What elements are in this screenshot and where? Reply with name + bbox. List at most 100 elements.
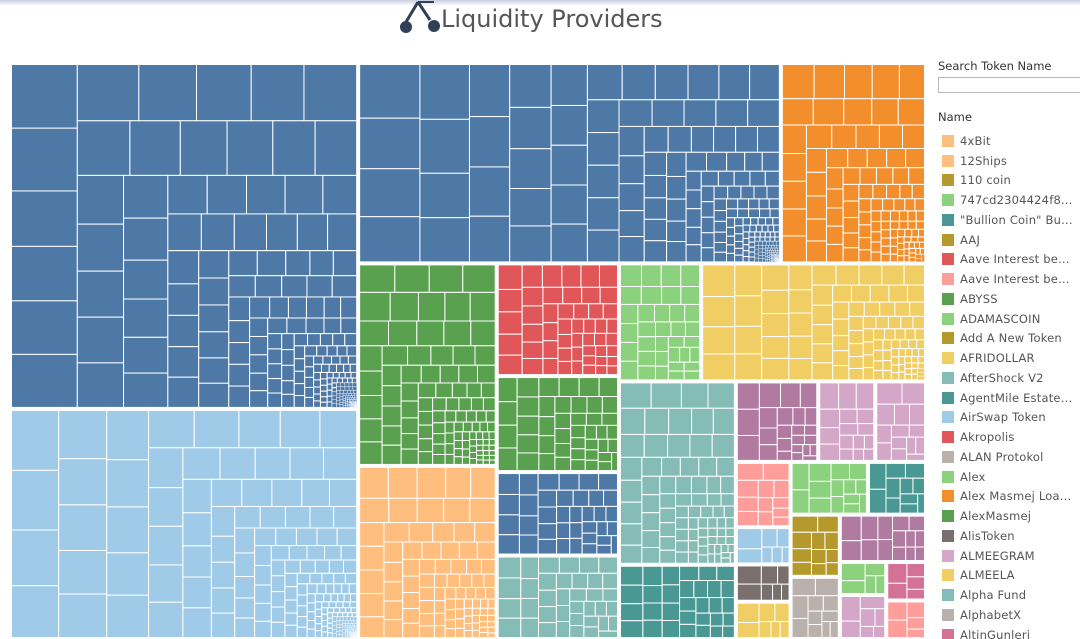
treemap-cell[interactable] [875, 167, 894, 185]
legend-item[interactable]: AltinGunleri [942, 625, 1080, 639]
treemap-cell[interactable] [736, 496, 759, 512]
treemap-cell[interactable] [416, 320, 445, 347]
treemap-cell[interactable] [918, 228, 925, 238]
treemap-cell[interactable] [771, 546, 783, 564]
treemap-cell[interactable] [301, 478, 330, 507]
treemap-svg[interactable] [10, 63, 926, 639]
treemap-cell[interactable] [343, 390, 348, 394]
treemap-cell[interactable] [772, 217, 780, 226]
treemap-cell[interactable] [884, 328, 896, 341]
legend-item[interactable]: ALAN Protokol [942, 447, 1080, 467]
treemap-cell[interactable] [469, 458, 478, 465]
treemap-cell[interactable] [293, 395, 306, 408]
treemap-cell[interactable] [418, 613, 435, 627]
treemap-cell[interactable] [336, 627, 340, 632]
treemap-cell[interactable] [713, 125, 737, 153]
treemap-cell[interactable] [675, 517, 689, 530]
treemap-cell[interactable] [890, 356, 900, 366]
treemap-cell[interactable] [661, 456, 681, 477]
treemap-cell[interactable] [342, 623, 346, 627]
treemap-group[interactable] [791, 515, 839, 576]
treemap-cell[interactable] [805, 171, 827, 197]
treemap-cell[interactable] [643, 174, 668, 199]
treemap-cell[interactable] [518, 515, 539, 536]
treemap-cell[interactable] [707, 382, 735, 409]
treemap-cell[interactable] [586, 99, 620, 134]
treemap-cell[interactable] [888, 284, 908, 303]
treemap-cell[interactable] [764, 236, 771, 242]
treemap-cell[interactable] [167, 346, 200, 378]
treemap-cell[interactable] [339, 634, 343, 638]
treemap-cell[interactable] [571, 318, 585, 334]
treemap-cell[interactable] [488, 450, 496, 456]
treemap-cell[interactable] [869, 284, 890, 303]
treemap-cell[interactable] [917, 372, 925, 377]
treemap-cell[interactable] [619, 382, 652, 409]
treemap-cell[interactable] [618, 210, 645, 238]
treemap-cell[interactable] [394, 264, 430, 293]
treemap-cell[interactable] [538, 435, 556, 455]
treemap-cell[interactable] [835, 264, 860, 286]
treemap-cell[interactable] [348, 629, 351, 632]
treemap-cell[interactable] [588, 489, 605, 507]
treemap-cell[interactable] [712, 505, 725, 519]
treemap-cell[interactable] [454, 618, 465, 629]
treemap-cell[interactable] [641, 530, 661, 549]
treemap-cell[interactable] [700, 232, 715, 249]
treemap-cell[interactable] [296, 605, 308, 618]
treemap-cell[interactable] [716, 565, 735, 582]
treemap-cell[interactable] [521, 264, 543, 288]
treemap-cell[interactable] [718, 64, 751, 101]
treemap-cell[interactable] [342, 629, 346, 633]
treemap-cell[interactable] [587, 572, 604, 590]
treemap-cell[interactable] [349, 363, 358, 373]
treemap-cell[interactable] [342, 395, 346, 399]
treemap-cell[interactable] [345, 607, 352, 614]
treemap-cell[interactable] [349, 627, 352, 630]
treemap-cell[interactable] [454, 598, 465, 610]
treemap-cell[interactable] [538, 377, 560, 398]
treemap-cell[interactable] [848, 462, 867, 481]
treemap-cell[interactable] [286, 317, 307, 335]
treemap-cell[interactable] [359, 418, 383, 443]
treemap-cell[interactable] [871, 98, 899, 126]
treemap-cell[interactable] [791, 444, 804, 454]
treemap-cell[interactable] [898, 220, 909, 230]
treemap-cell[interactable] [340, 545, 358, 561]
treemap-cell[interactable] [480, 382, 496, 399]
treemap-cell[interactable] [858, 249, 872, 263]
treemap-cell[interactable] [76, 223, 125, 272]
treemap-cell[interactable] [339, 620, 343, 625]
treemap-cell[interactable] [736, 479, 759, 498]
treemap-cell[interactable] [870, 198, 884, 212]
treemap-cell[interactable] [335, 601, 344, 609]
treemap-cell[interactable] [887, 315, 902, 330]
treemap-cell[interactable] [234, 617, 256, 638]
treemap-cell[interactable] [349, 625, 352, 629]
treemap-cell[interactable] [684, 303, 701, 323]
treemap-cell[interactable] [761, 357, 790, 381]
treemap-cell[interactable] [359, 394, 383, 420]
treemap-cell[interactable] [753, 185, 768, 200]
treemap-cell[interactable] [619, 407, 646, 435]
treemap-cell[interactable] [754, 257, 760, 263]
treemap-cell[interactable] [342, 377, 349, 384]
treemap-cell[interactable] [324, 545, 342, 561]
treemap-cell[interactable] [281, 349, 295, 366]
treemap-cell[interactable] [444, 432, 455, 445]
treemap-cell[interactable] [345, 405, 348, 408]
treemap-cell[interactable] [331, 391, 337, 397]
treemap-cell[interactable] [619, 360, 639, 381]
treemap-cell[interactable] [582, 364, 597, 376]
treemap-cell[interactable] [839, 408, 858, 425]
treemap-cell[interactable] [463, 615, 473, 624]
treemap-cell[interactable] [562, 286, 583, 305]
treemap-cell[interactable] [754, 241, 760, 246]
treemap-cell[interactable] [758, 248, 763, 253]
treemap-cell[interactable] [418, 586, 435, 602]
treemap-cell[interactable] [293, 370, 306, 385]
treemap-cell[interactable] [337, 612, 344, 618]
treemap-cell[interactable] [351, 393, 355, 396]
treemap-cell[interactable] [747, 99, 780, 127]
treemap-cell[interactable] [344, 382, 350, 388]
